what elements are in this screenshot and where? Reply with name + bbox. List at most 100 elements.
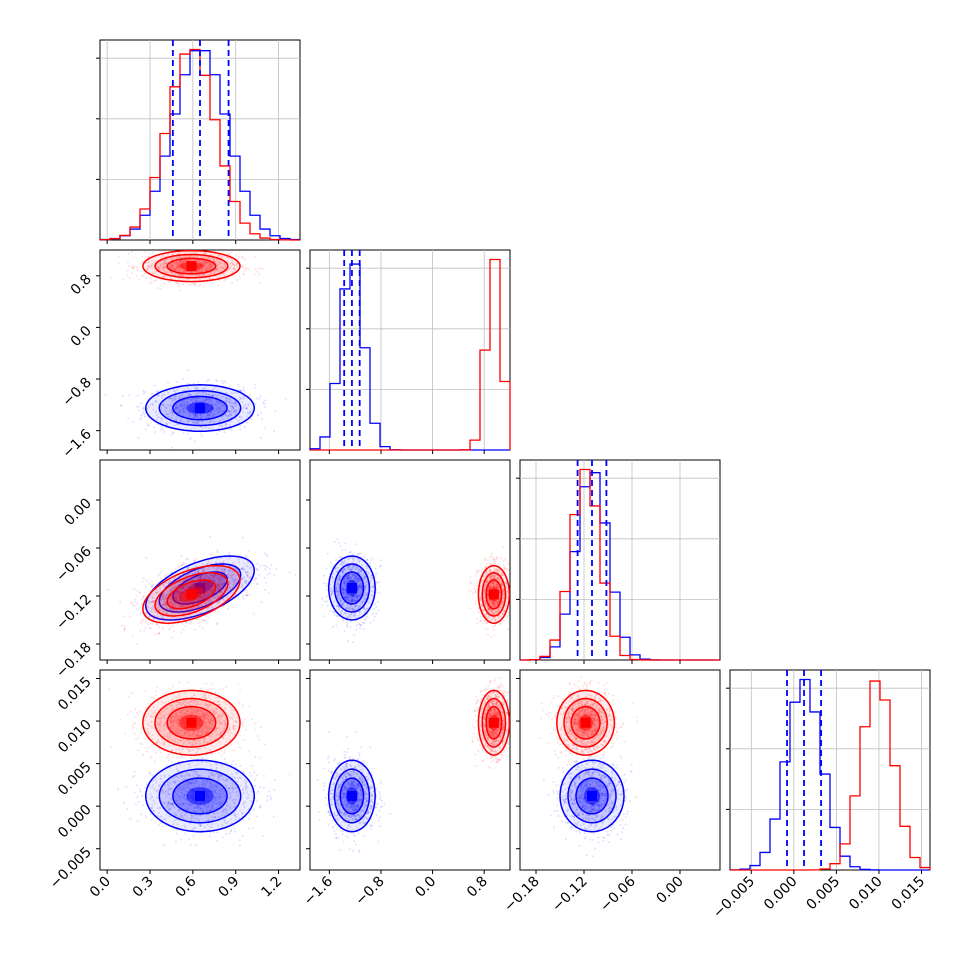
scatter-point xyxy=(241,401,244,404)
scatter-point xyxy=(190,607,193,610)
scatter-point xyxy=(170,267,173,270)
scatter-point xyxy=(326,552,329,555)
scatter-point xyxy=(140,603,143,606)
scatter-point xyxy=(209,585,212,588)
scatter-point xyxy=(365,592,368,595)
scatter-point xyxy=(165,407,168,410)
scatter-point xyxy=(496,600,499,603)
scatter-point xyxy=(163,598,166,601)
scatter-point xyxy=(357,605,360,608)
scatter-point xyxy=(223,407,226,410)
scatter-point xyxy=(375,612,378,615)
scatter-point xyxy=(354,614,357,617)
scatter-point xyxy=(174,597,177,600)
scatter-point xyxy=(347,595,350,598)
scatter-point xyxy=(195,388,198,391)
scatter-point xyxy=(217,585,220,588)
scatter-point xyxy=(358,585,361,588)
scatter-point xyxy=(235,253,238,256)
scatter-point xyxy=(363,596,366,599)
scatter-point xyxy=(242,395,245,398)
contour-line xyxy=(144,555,256,621)
scatter-point xyxy=(369,559,372,562)
scatter-point xyxy=(178,397,181,400)
scatter-point xyxy=(205,261,208,264)
scatter-point xyxy=(241,397,244,400)
scatter-point xyxy=(349,599,352,602)
scatter-point xyxy=(196,599,199,602)
scatter-point xyxy=(204,601,207,604)
scatter-point xyxy=(231,275,234,278)
scatter-point xyxy=(234,578,237,581)
scatter-point xyxy=(355,594,358,597)
scatter-point xyxy=(252,568,255,571)
scatter-point xyxy=(346,574,349,577)
scatter-point xyxy=(199,576,202,579)
scatter-point xyxy=(161,616,164,619)
scatter-point xyxy=(321,604,324,607)
scatter-point xyxy=(348,615,351,618)
scatter-point xyxy=(474,591,477,594)
scatter-point xyxy=(335,558,338,561)
scatter-point xyxy=(224,568,227,571)
scatter-point xyxy=(231,404,234,407)
scatter-point xyxy=(175,389,178,392)
scatter-point xyxy=(337,594,340,597)
scatter-point xyxy=(230,265,233,268)
scatter-point xyxy=(176,590,179,593)
scatter-point xyxy=(347,564,350,567)
scatter-point xyxy=(352,598,355,601)
scatter-point xyxy=(174,407,177,410)
scatter-point xyxy=(484,599,487,602)
scatter-point xyxy=(500,573,503,576)
scatter-point xyxy=(341,569,344,572)
scatter-point xyxy=(190,586,193,589)
scatter-point xyxy=(208,599,211,602)
scatter-point xyxy=(172,587,175,590)
scatter-point xyxy=(174,596,177,599)
scatter-point xyxy=(234,404,237,407)
scatter-point xyxy=(223,279,226,282)
scatter-point xyxy=(354,574,357,577)
scatter-point xyxy=(216,601,219,604)
scatter-point xyxy=(182,270,185,273)
scatter-point xyxy=(379,559,382,562)
scatter-point xyxy=(340,612,343,615)
scatter-point xyxy=(157,262,160,265)
scatter-point xyxy=(178,591,181,594)
scatter-point xyxy=(197,284,200,287)
scatter-point xyxy=(246,593,249,596)
scatter-point xyxy=(170,266,173,269)
scatter-point xyxy=(175,617,178,620)
scatter-point xyxy=(206,262,209,265)
scatter-point xyxy=(154,610,157,613)
scatter-point xyxy=(347,599,350,602)
scatter-point xyxy=(375,606,378,609)
scatter-point xyxy=(482,575,485,578)
scatter-point xyxy=(131,266,134,269)
scatter-point xyxy=(216,400,219,403)
scatter-point xyxy=(256,562,259,565)
scatter-point xyxy=(363,628,366,631)
scatter-point xyxy=(204,580,207,583)
scatter-point xyxy=(169,417,172,420)
scatter-point xyxy=(228,586,231,589)
scatter-point xyxy=(208,421,211,424)
scatter-point xyxy=(326,604,329,607)
scatter-point xyxy=(213,554,216,557)
scatter-point xyxy=(220,585,223,588)
scatter-point xyxy=(219,407,222,410)
scatter-point xyxy=(354,599,357,602)
scatter-point xyxy=(186,404,189,407)
scatter-point xyxy=(224,422,227,425)
scatter-point xyxy=(491,555,494,558)
scatter-point xyxy=(163,584,166,587)
scatter-point xyxy=(223,563,226,566)
scatter-point xyxy=(196,605,199,608)
scatter-point xyxy=(203,570,206,573)
scatter-point xyxy=(211,588,214,591)
scatter-point xyxy=(184,579,187,582)
scatter-point xyxy=(216,407,219,410)
scatter-point xyxy=(364,597,367,600)
scatter-point xyxy=(167,381,170,384)
